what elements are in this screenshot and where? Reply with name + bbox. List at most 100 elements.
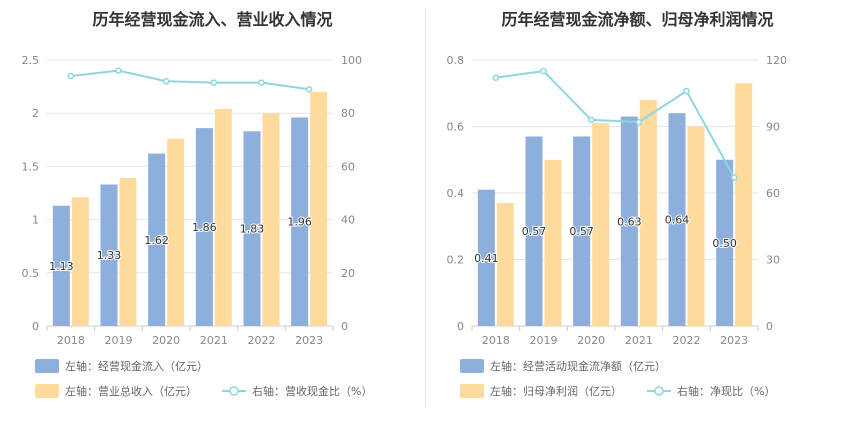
- x-tick-label: 2020: [152, 334, 180, 347]
- y-left-tick-label: 0.4: [447, 187, 465, 200]
- bar: [573, 136, 591, 326]
- legend-swatch: [460, 384, 484, 398]
- line-point: [115, 67, 122, 74]
- line-point: [683, 87, 690, 95]
- bar-data-label: 1.86: [192, 221, 217, 234]
- legend-swatch-point: [654, 386, 664, 396]
- panel-divider: [425, 8, 426, 408]
- bar-data-label: 0.63: [617, 215, 642, 228]
- x-tick-label: 2021: [200, 334, 228, 347]
- x-tick-label: 2021: [625, 334, 653, 347]
- chart-title: 历年经营现金流净额、归母净利润情况: [501, 10, 774, 29]
- bar-data-label: 0.57: [569, 225, 594, 238]
- bar: [525, 136, 543, 326]
- y-right-tick-label: 120: [766, 54, 787, 67]
- bar-data-label: 0.50: [712, 237, 737, 250]
- y-left-tick-label: 0: [457, 320, 464, 333]
- legend-label: 左轴：归母净利润（亿元）: [490, 384, 622, 398]
- bar-data-label: 1.33: [97, 249, 122, 262]
- legend-label: 右轴：净现比（%）: [677, 384, 775, 398]
- bar: [716, 159, 734, 326]
- chart-panel-right: 历年经营现金流净额、归母净利润情况 0 0.2 0.4 0.6 0.8 0 30 60 90 12…: [425, 0, 850, 437]
- y-left-tick-label: 2.5: [22, 54, 40, 67]
- x-tick-label: 2023: [295, 334, 323, 347]
- y-left-tick-label: 0: [32, 320, 39, 333]
- y-right-tick-label: 60: [766, 187, 780, 200]
- y-right-tick-label: 0: [766, 320, 773, 333]
- legend-swatch: [35, 384, 59, 398]
- bar: [592, 123, 610, 326]
- y-right-tick-label: 40: [341, 214, 355, 227]
- y-right-tick-label: 80: [341, 107, 355, 120]
- y-right-tick-label: 60: [341, 160, 355, 173]
- bar: [291, 117, 309, 327]
- bar-data-label: 1.83: [240, 223, 265, 236]
- x-tick-label: 2023: [720, 334, 748, 347]
- line-point: [305, 86, 313, 93]
- line-point: [162, 78, 170, 85]
- bar: [195, 128, 213, 326]
- y-left-tick-label: 0.5: [22, 267, 40, 280]
- y-left-tick-label: 1: [32, 214, 39, 227]
- bar: [668, 113, 686, 326]
- legend-swatch: [460, 359, 484, 373]
- y-left-tick-label: 0.8: [447, 54, 465, 67]
- y-right-tick-label: 90: [766, 121, 780, 134]
- line-point: [210, 79, 218, 86]
- y-left-tick-label: 0.6: [447, 121, 465, 134]
- x-tick-label: 2020: [577, 334, 605, 347]
- bar: [167, 138, 185, 326]
- y-left-tick-label: 2: [32, 107, 39, 120]
- bar: [687, 126, 705, 326]
- x-tick-label: 2018: [482, 334, 510, 347]
- y-right-tick-label: 30: [766, 254, 780, 267]
- y-right-tick-label: 100: [341, 54, 362, 67]
- x-tick-label: 2019: [530, 334, 558, 347]
- line-point: [258, 79, 265, 86]
- series-line: [495, 70, 736, 178]
- bar: [148, 153, 166, 326]
- x-tick-label: 2018: [57, 334, 85, 347]
- bar: [52, 205, 70, 326]
- x-tick-label: 2019: [105, 334, 133, 347]
- y-right-tick-label: 20: [341, 267, 355, 280]
- chart-left-svg: 0 0.5 1 1.5 2 2.5 0 20 40 60 80 100 2018 2019 2020 2021…: [22, 54, 372, 398]
- bar: [310, 91, 328, 326]
- x-tick-label: 2022: [248, 334, 276, 347]
- chart-title: 历年经营现金流入、营业收入情况: [92, 10, 333, 29]
- chart-right-svg: 0 0.2 0.4 0.6 0.8 0 30 60 90 120 2018 2019 2020 2021 2…: [447, 54, 787, 398]
- bar-data-label: 1.96: [287, 216, 312, 229]
- bar: [214, 108, 232, 326]
- bar-data-label: 0.64: [665, 214, 690, 227]
- bar: [496, 202, 514, 326]
- bar: [477, 189, 495, 326]
- legend-label: 左轴：经营现金流入（亿元）: [65, 359, 208, 373]
- bar: [735, 83, 753, 327]
- legend-label: 左轴：经营活动现金流净额（亿元）: [490, 359, 666, 373]
- legend-swatch-point: [229, 386, 239, 396]
- bar: [100, 184, 118, 326]
- line-point: [540, 67, 547, 75]
- chart-panel-left: 历年经营现金流入、营业收入情况 0 0.5 1 1.5 2 2.5 0 20 40 60 80 100…: [22, 10, 372, 398]
- legend-label: 右轴：营收现金比（%）: [252, 384, 372, 398]
- line-point: [492, 74, 500, 81]
- bar-data-label: 1.62: [144, 234, 169, 247]
- bar: [71, 197, 89, 326]
- line-point: [635, 118, 643, 126]
- bar: [243, 131, 261, 326]
- bar: [119, 178, 137, 326]
- bar: [620, 116, 638, 327]
- y-right-tick-label: 0: [341, 320, 348, 333]
- legend-label: 左轴：营业总收入（亿元）: [65, 384, 197, 398]
- y-left-tick-label: 0.2: [447, 254, 465, 267]
- bar: [262, 113, 280, 326]
- bar-data-label: 0.41: [474, 252, 499, 265]
- series-line: [70, 69, 310, 91]
- bar: [544, 159, 562, 326]
- line-point: [587, 116, 595, 124]
- bar-data-label: 0.57: [522, 225, 547, 238]
- bar: [639, 99, 657, 327]
- y-left-tick-label: 1.5: [22, 160, 40, 173]
- line-point: [730, 174, 738, 181]
- legend-swatch: [35, 359, 59, 373]
